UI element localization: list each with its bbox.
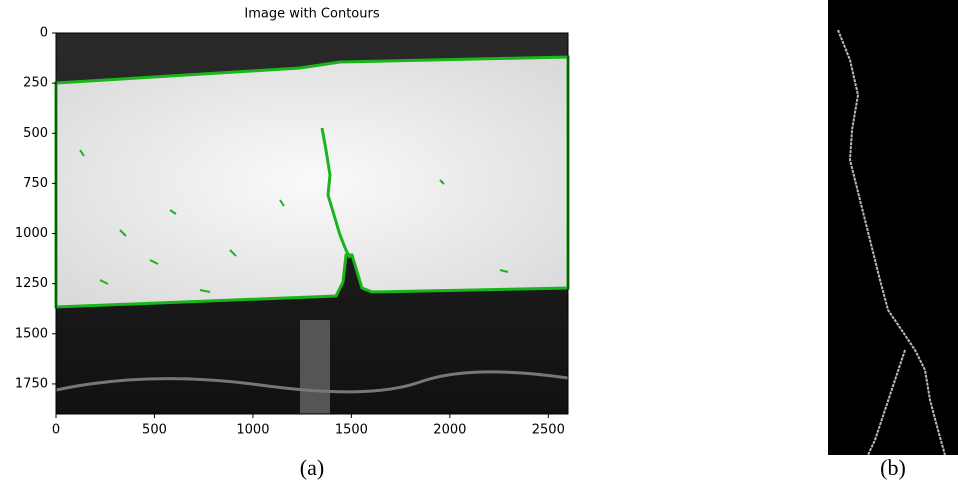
x-tick-label: 2000 (433, 423, 466, 438)
y-tick-label: 0 (40, 26, 48, 41)
image-detail (55, 370, 569, 394)
caption: (a) (300, 455, 324, 480)
y-tick-label: 1750 (15, 376, 48, 391)
image-panel-b: (b) (828, 0, 958, 480)
axes-frame (55, 32, 569, 415)
y-tick-label: 250 (23, 76, 48, 91)
x-tick-label: 0 (52, 423, 60, 438)
y-tick-label: 1250 (15, 276, 48, 291)
y-tick-label: 750 (23, 176, 48, 191)
contour-specks (79, 149, 509, 293)
specimen-slab (54, 55, 570, 309)
edge-image (828, 0, 958, 455)
image-panel-a: Image with Contours (a) (54, 7, 570, 480)
x-tick-label: 1500 (335, 423, 368, 438)
edge-trace (837, 29, 946, 456)
caption: (b) (880, 455, 906, 480)
y-tick-label: 1500 (15, 326, 48, 341)
crack-contour (320, 127, 352, 259)
x-tick-label: 1000 (236, 423, 269, 438)
x-tick-label: 500 (142, 423, 167, 438)
x-tick-label: 2500 (532, 423, 565, 438)
image-detail (300, 320, 330, 414)
y-tick-label: 500 (23, 126, 48, 141)
y-tick-label: 1000 (15, 226, 48, 241)
chart-title: Image with Contours (244, 7, 379, 22)
